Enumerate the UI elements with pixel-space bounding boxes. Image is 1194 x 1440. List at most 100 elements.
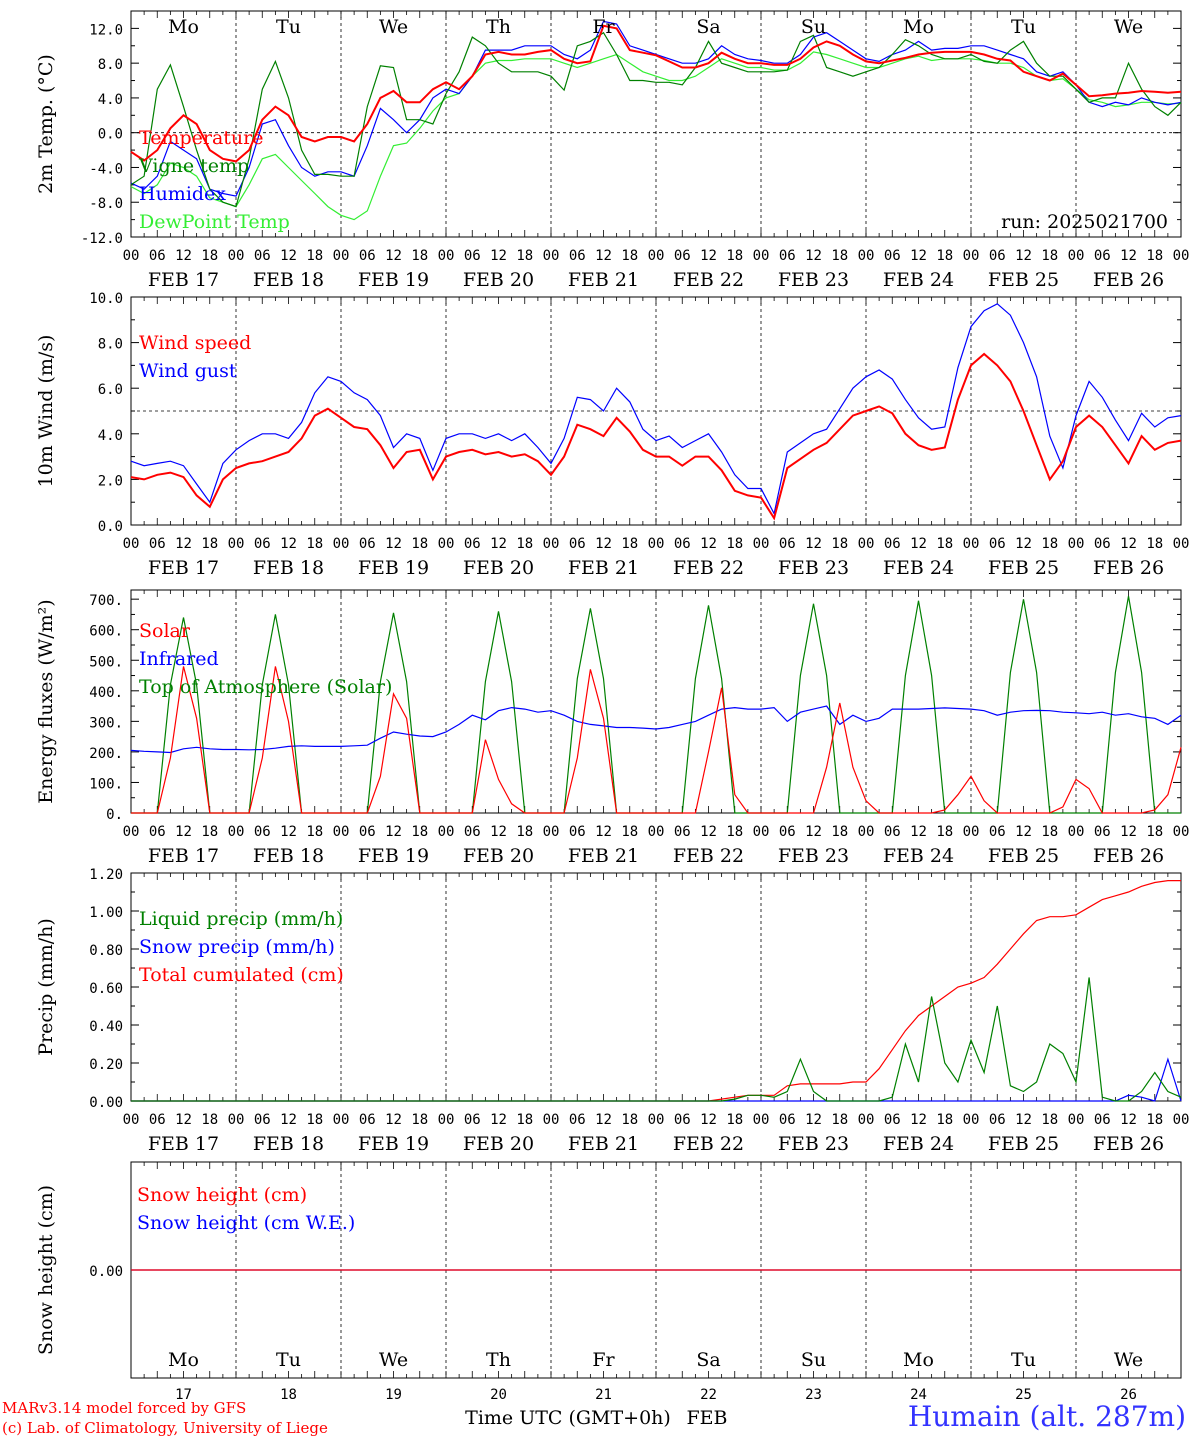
x-date-label: FEB 22 [673, 845, 744, 867]
x-hour-label: 00 [648, 536, 665, 552]
x-hour-label: 00 [858, 824, 875, 840]
day-number: 20 [490, 1387, 507, 1403]
x-hour-label: 06 [149, 1112, 166, 1128]
weekday-label: Tu [276, 1349, 301, 1371]
x-date-label: FEB 19 [358, 269, 429, 291]
x-hour-label: 18 [831, 536, 848, 552]
x-hour-label: 00 [123, 1112, 140, 1128]
y-tick-label: 1.20 [89, 867, 123, 883]
x-date-label: FEB 25 [988, 269, 1059, 291]
series-line [130, 24, 1182, 163]
x-date-label: FEB 26 [1093, 1133, 1164, 1155]
x-hour-label: 12 [385, 1112, 402, 1128]
x-hour-label: 06 [989, 1112, 1006, 1128]
weekday-label: Tu [1011, 1349, 1036, 1371]
x-hour-label: 18 [306, 536, 323, 552]
x-hour-label: 18 [936, 248, 953, 264]
series-line [130, 705, 1182, 754]
x-hour-label: 18 [831, 248, 848, 264]
x-hour-label: 18 [516, 1112, 533, 1128]
x-date-label: FEB 23 [778, 557, 849, 579]
x-hour-label: 06 [359, 536, 376, 552]
x-hour-label: 18 [306, 1112, 323, 1128]
day-number: 21 [595, 1387, 612, 1403]
x-hour-label: 06 [569, 1112, 586, 1128]
x-hour-label: 00 [228, 248, 245, 264]
x-hour-label: 00 [123, 824, 140, 840]
x-hour-label: 00 [858, 1112, 875, 1128]
x-date-label: FEB 22 [673, 557, 744, 579]
x-hour-label: 12 [385, 536, 402, 552]
x-date-label: FEB 21 [568, 1133, 639, 1155]
y-tick-label: 200. [89, 746, 123, 762]
x-hour-label: 00 [753, 1112, 770, 1128]
x-hour-label: 12 [805, 1112, 822, 1128]
x-hour-label: 18 [411, 536, 428, 552]
weekday-label: Th [486, 16, 511, 38]
y-tick-label: 0.0 [98, 127, 123, 143]
weekday-label: Sa [696, 16, 720, 38]
y-tick-label: 1.00 [89, 905, 123, 921]
x-date-label: FEB 25 [988, 557, 1059, 579]
x-hour-label: 06 [149, 536, 166, 552]
x-hour-label: 18 [831, 1112, 848, 1128]
x-date-label: FEB 25 [988, 1133, 1059, 1155]
series-line [131, 977, 1182, 1102]
x-hour-label: 18 [516, 824, 533, 840]
day-number: 17 [175, 1387, 192, 1403]
x-hour-label: 12 [595, 824, 612, 840]
y-tick-label: 2.0 [98, 473, 123, 489]
series-line [130, 303, 1182, 516]
x-date-label: FEB 18 [253, 269, 324, 291]
weekday-label: We [1114, 1349, 1143, 1371]
y-tick-label: -8.0 [89, 196, 123, 212]
x-hour-label: 06 [779, 536, 796, 552]
x-hour-label: 00 [1068, 1112, 1085, 1128]
x-hour-label: 12 [910, 1112, 927, 1128]
legend-entry: Snow height (cm W.E.) [137, 1212, 355, 1234]
x-hour-label: 18 [621, 248, 638, 264]
x-hour-label: 12 [1120, 248, 1137, 264]
x-hour-label: 00 [753, 824, 770, 840]
x-hour-label: 06 [1094, 824, 1111, 840]
legend-entry: DewPoint Temp [139, 211, 290, 233]
x-hour-label: 12 [1015, 1112, 1032, 1128]
run-annotation: run: 2025021700 [1001, 211, 1168, 233]
weekday-label: Mo [903, 1349, 934, 1371]
x-hour-label: 06 [569, 824, 586, 840]
x-date-label: FEB 18 [253, 557, 324, 579]
x-hour-label: 00 [438, 824, 455, 840]
x-hour-label: 18 [726, 1112, 743, 1128]
x-date-label: FEB 20 [463, 1133, 534, 1155]
x-hour-label: 00 [543, 248, 560, 264]
x-hour-label: 12 [910, 536, 927, 552]
x-hour-label: 12 [175, 824, 192, 840]
x-hour-label: 12 [280, 824, 297, 840]
y-axis-label: Snow height (cm) [35, 1185, 57, 1355]
x-hour-label: 12 [1015, 824, 1032, 840]
day-number: 23 [805, 1387, 822, 1403]
x-hour-label: 18 [1041, 536, 1058, 552]
x-hour-label: 12 [700, 248, 717, 264]
day-number: 18 [280, 1387, 297, 1403]
y-tick-label: 8.0 [98, 337, 123, 353]
x-date-label: FEB 20 [463, 845, 534, 867]
x-hour-label: 00 [438, 248, 455, 264]
panel-frame [130, 589, 1182, 814]
y-tick-label: 10.0 [89, 291, 123, 307]
x-hour-label: 18 [1146, 824, 1163, 840]
x-hour-label: 00 [543, 1112, 560, 1128]
x-hour-label: 12 [805, 824, 822, 840]
y-tick-label: 300. [89, 715, 123, 731]
x-hour-label: 00 [648, 1112, 665, 1128]
x-hour-label: 06 [149, 824, 166, 840]
x-hour-label: 12 [490, 536, 507, 552]
x-hour-label: 00 [333, 536, 350, 552]
x-hour-label: 00 [858, 248, 875, 264]
day-number: 26 [1120, 1387, 1137, 1403]
weekday-label: Fr [592, 1349, 615, 1371]
y-tick-label: 0.40 [89, 1019, 123, 1035]
x-hour-label: 00 [1173, 1112, 1190, 1128]
x-hour-label: 12 [175, 248, 192, 264]
x-hour-label: 00 [1068, 536, 1085, 552]
